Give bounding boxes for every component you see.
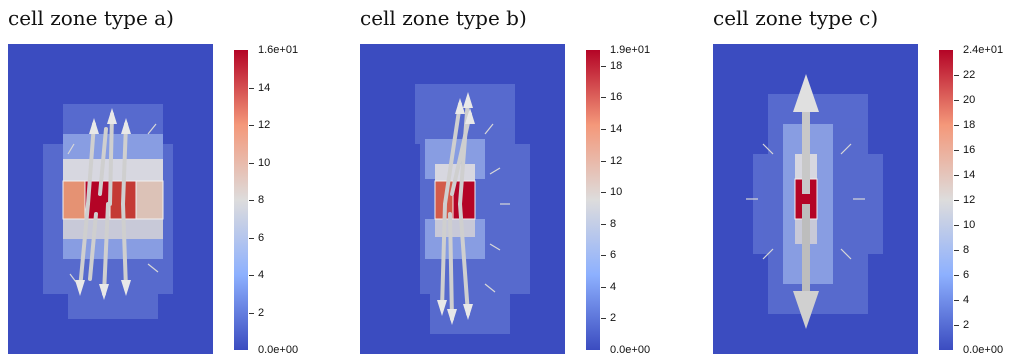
colorbar-min-label: 0.0e+00	[258, 344, 299, 356]
colorbar-min-label: 0.0e+00	[963, 344, 1004, 356]
colorbar-tick-label: 12	[258, 119, 271, 131]
field-plot-c	[713, 44, 918, 354]
colorbar-max-label: 1.9e+01	[610, 44, 651, 56]
colorbar-tick-label: 2	[258, 306, 265, 319]
colorbar-tick	[954, 75, 959, 76]
colorbar-tick	[601, 223, 606, 225]
colorbar-tick	[601, 160, 606, 162]
colorbar-tick-label: 14	[610, 122, 623, 135]
colorbar-tick-label: 18	[610, 59, 623, 72]
colorbar-tick	[249, 275, 254, 276]
panel-b: cell zone type b)	[360, 0, 690, 360]
colorbar-tick-label: 6	[963, 269, 970, 281]
colorbar-tick-label: 14	[258, 81, 271, 94]
colorbar-c	[939, 50, 953, 350]
colorbar-tick-label: 12	[610, 154, 623, 167]
colorbar-tick-label: 16	[963, 144, 976, 156]
colorbar-tick-label: 14	[963, 169, 976, 181]
colorbar-max-label: 2.4e+01	[963, 44, 1004, 56]
colorbar-tick	[954, 200, 959, 201]
colorbar-tick	[601, 65, 606, 67]
colorbar-tick	[954, 100, 959, 101]
colorbar-tick	[601, 255, 606, 257]
colorbar-tick-label: 8	[258, 194, 265, 206]
colorbar-tick-label: 18	[963, 119, 976, 131]
colorbar-tick-label: 20	[963, 94, 976, 106]
colorbar-tick-label: 4	[963, 294, 970, 306]
colorbar-tick	[249, 312, 254, 314]
colorbar-tick-label: 6	[610, 249, 617, 262]
colorbar-min-label: 0.0e+00	[610, 344, 651, 356]
colorbar-tick	[249, 162, 254, 164]
colorbar-tick	[954, 275, 959, 276]
colorbar-tick	[954, 325, 959, 326]
colorbar-tick	[601, 318, 606, 320]
colorbar-tick	[954, 175, 959, 176]
colorbar-tick	[601, 128, 606, 130]
colorbar-tick-label: 10	[258, 156, 271, 169]
colorbar-tick-label: 10	[610, 186, 623, 199]
colorbar-tick-label: 2	[610, 312, 617, 325]
field-plot-b	[360, 44, 565, 354]
colorbar-b	[586, 50, 600, 350]
panel-title: cell zone type b)	[360, 6, 527, 30]
colorbar-tick	[954, 150, 959, 151]
colorbar-a	[234, 50, 248, 350]
colorbar-tick-label: 4	[610, 280, 617, 293]
panel-c: cell zone type c)	[713, 0, 1010, 360]
colorbar-tick	[249, 125, 254, 126]
field-plot-a	[8, 44, 213, 354]
panel-title: cell zone type c)	[713, 6, 879, 30]
colorbar-tick	[601, 97, 606, 99]
colorbar-max-label: 1.6e+01	[258, 44, 299, 56]
colorbar-tick-label: 2	[963, 319, 970, 331]
panel-title: cell zone type a)	[8, 6, 174, 30]
colorbar-tick	[249, 237, 254, 239]
colorbar-tick	[601, 192, 606, 194]
colorbar-tick	[954, 125, 959, 126]
colorbar-tick	[249, 200, 254, 201]
colorbar-tick	[249, 87, 254, 89]
colorbar-tick	[954, 225, 959, 226]
colorbar-tick-label: 6	[258, 231, 265, 244]
colorbar-tick-label: 16	[610, 91, 623, 104]
colorbar-tick-label: 22	[963, 69, 976, 81]
colorbar-tick-label: 4	[258, 269, 265, 281]
colorbar-tick-label: 12	[963, 194, 976, 206]
colorbar-tick	[601, 286, 606, 288]
colorbar-tick	[954, 300, 959, 301]
panel-a: cell zone type a)	[8, 0, 338, 360]
colorbar-tick-label: 8	[610, 217, 617, 230]
colorbar-tick-label: 10	[963, 219, 976, 231]
colorbar-tick-label: 8	[963, 244, 970, 256]
colorbar-tick	[954, 250, 959, 251]
